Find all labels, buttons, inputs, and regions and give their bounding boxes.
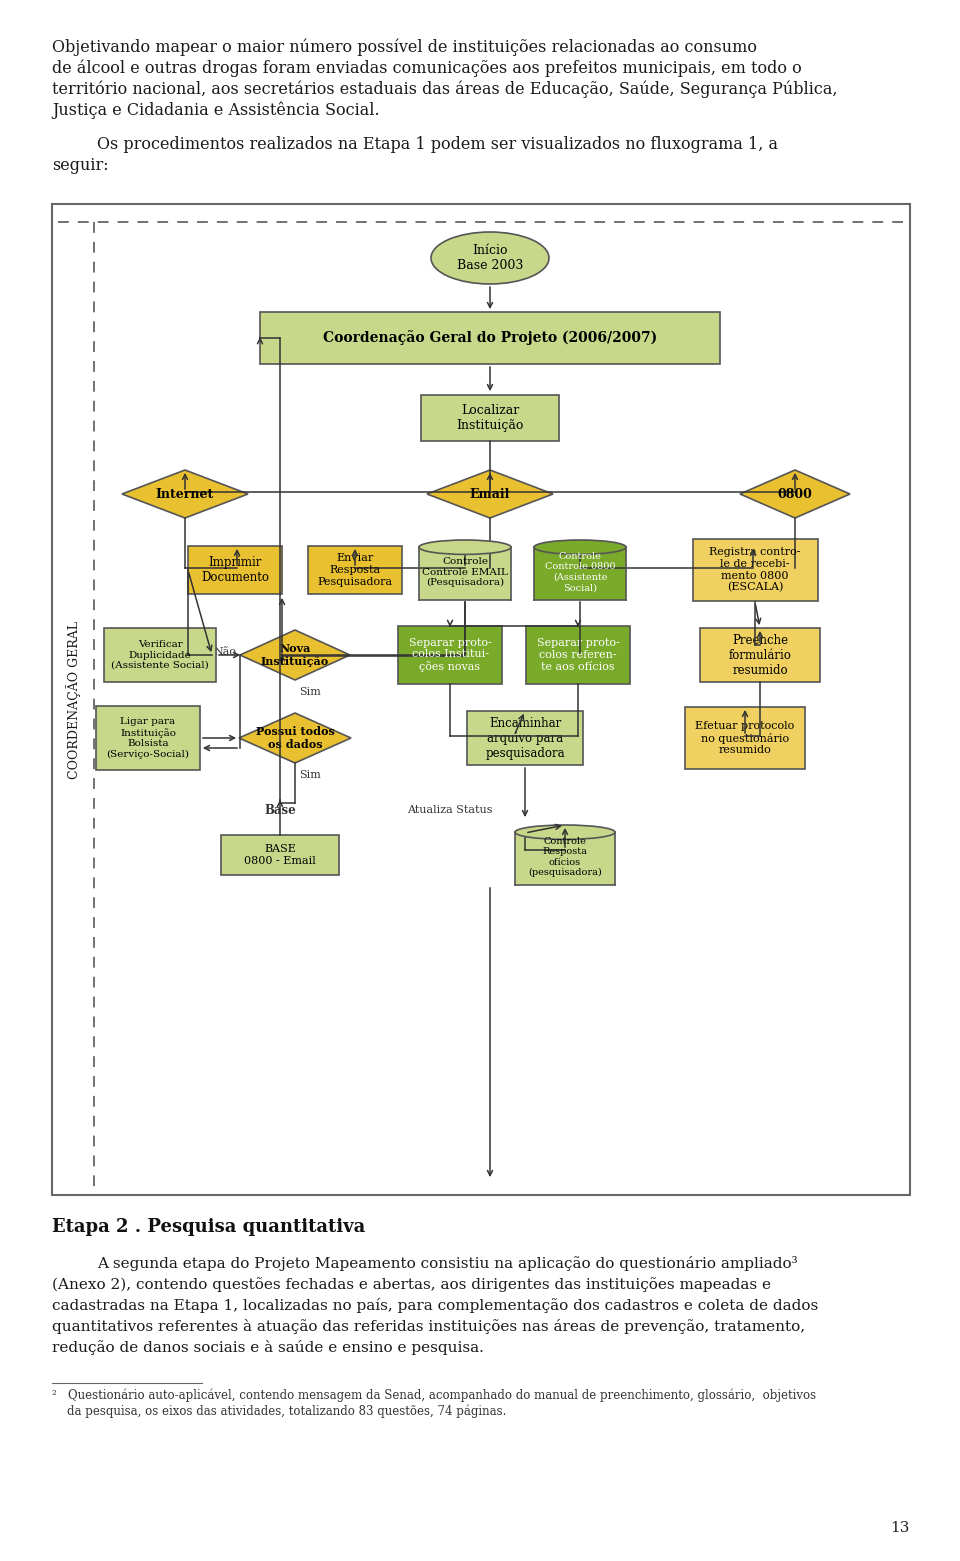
Ellipse shape bbox=[515, 826, 615, 840]
Text: cadastradas na Etapa 1, localizadas no país, para complementação dos cadastros e: cadastradas na Etapa 1, localizadas no p… bbox=[52, 1299, 818, 1313]
Text: quantitativos referentes à atuação das referidas instituições nas áreas de preve: quantitativos referentes à atuação das r… bbox=[52, 1319, 805, 1335]
Text: Base: Base bbox=[264, 804, 296, 816]
Text: redução de danos sociais e à saúde e ensino e pesquisa.: redução de danos sociais e à saúde e ens… bbox=[52, 1339, 484, 1355]
Text: 13: 13 bbox=[891, 1520, 910, 1534]
FancyBboxPatch shape bbox=[96, 706, 200, 770]
Text: Controle
Controle EMAIL
(Pesquisadora): Controle Controle EMAIL (Pesquisadora) bbox=[422, 557, 508, 587]
Text: Email: Email bbox=[469, 487, 510, 501]
Text: A segunda etapa do Projeto Mapeamento consistiu na aplicação do questionário amp: A segunda etapa do Projeto Mapeamento co… bbox=[97, 1257, 798, 1271]
Text: Controle
Controle 0800
(Assistente
Social): Controle Controle 0800 (Assistente Socia… bbox=[544, 553, 615, 592]
Text: Os procedimentos realizados na Etapa 1 podem ser visualizados no fluxograma 1, a: Os procedimentos realizados na Etapa 1 p… bbox=[97, 136, 778, 153]
Text: Efetuar protocolo
no questionário
resumido: Efetuar protocolo no questionário resumi… bbox=[695, 721, 795, 756]
Text: Não: Não bbox=[213, 646, 236, 657]
Text: Localizar
Instituição: Localizar Instituição bbox=[456, 404, 524, 432]
Text: Separar proto-
colos Institui-
ções novas: Separar proto- colos Institui- ções nova… bbox=[409, 638, 492, 673]
FancyBboxPatch shape bbox=[700, 628, 820, 682]
Text: Separar proto-
colos referen-
te aos ofícios: Separar proto- colos referen- te aos ofí… bbox=[537, 638, 619, 671]
Ellipse shape bbox=[431, 233, 549, 284]
Text: Imprimir
Documento: Imprimir Documento bbox=[201, 556, 269, 584]
Text: Preenche
formulário
resumido: Preenche formulário resumido bbox=[729, 634, 791, 676]
Text: Controle
Resposta
ofícios
(pesquisadora): Controle Resposta ofícios (pesquisadora) bbox=[528, 837, 602, 877]
Bar bbox=[534, 548, 626, 599]
FancyBboxPatch shape bbox=[104, 628, 216, 682]
Text: Verificar
Duplicidade
(Assistente Social): Verificar Duplicidade (Assistente Social… bbox=[111, 640, 209, 670]
FancyBboxPatch shape bbox=[526, 626, 630, 684]
Text: Atualiza Status: Atualiza Status bbox=[407, 805, 492, 815]
Text: de álcool e outras drogas foram enviadas comunicações aos prefeitos municipais, : de álcool e outras drogas foram enviadas… bbox=[52, 59, 802, 76]
Text: 0800: 0800 bbox=[778, 487, 812, 501]
Text: ²   Questionário auto-aplicável, contendo mensagem da Senad, acompanhado do manu: ² Questionário auto-aplicável, contendo … bbox=[52, 1389, 816, 1402]
Text: Encaminhar
arquivo para
pesquisadora: Encaminhar arquivo para pesquisadora bbox=[485, 716, 564, 760]
Text: Sim: Sim bbox=[299, 770, 321, 780]
Text: seguir:: seguir: bbox=[52, 158, 108, 173]
Text: COORDENAÇÃO GERAL: COORDENAÇÃO GERAL bbox=[66, 621, 82, 779]
Ellipse shape bbox=[534, 540, 626, 554]
Text: Internet: Internet bbox=[156, 487, 214, 501]
Polygon shape bbox=[427, 470, 553, 518]
Text: Justiça e Cidadania e Assistência Social.: Justiça e Cidadania e Assistência Social… bbox=[52, 101, 379, 119]
FancyBboxPatch shape bbox=[188, 546, 282, 595]
Text: Início
Base 2003: Início Base 2003 bbox=[457, 244, 523, 272]
Text: (Anexo 2), contendo questões fechadas e abertas, aos dirigentes das instituições: (Anexo 2), contendo questões fechadas e … bbox=[52, 1277, 771, 1293]
Bar bbox=[52, 204, 910, 1196]
Text: BASE
0800 - Email: BASE 0800 - Email bbox=[244, 845, 316, 866]
Bar bbox=[419, 548, 511, 599]
FancyBboxPatch shape bbox=[308, 546, 402, 595]
Text: Enviar
Resposta
Pesquisadora: Enviar Resposta Pesquisadora bbox=[318, 554, 393, 587]
Polygon shape bbox=[239, 713, 351, 763]
Text: Objetivando mapear o maior número possível de instituições relacionadas ao consu: Objetivando mapear o maior número possív… bbox=[52, 37, 757, 56]
FancyBboxPatch shape bbox=[467, 710, 583, 765]
FancyBboxPatch shape bbox=[685, 707, 805, 770]
Text: Coordenação Geral do Projeto (2006/2007): Coordenação Geral do Projeto (2006/2007) bbox=[323, 331, 658, 345]
Bar bbox=[515, 832, 615, 885]
Text: Ligar para
Instituição
Bolsista
(Serviço-Social): Ligar para Instituição Bolsista (Serviço… bbox=[107, 718, 189, 759]
Text: Nova
Instituição: Nova Instituição bbox=[261, 643, 329, 667]
FancyBboxPatch shape bbox=[692, 539, 818, 601]
FancyBboxPatch shape bbox=[421, 395, 559, 442]
Polygon shape bbox=[122, 470, 248, 518]
FancyBboxPatch shape bbox=[398, 626, 502, 684]
Text: território nacional, aos secretários estaduais das áreas de Educação, Saúde, Seg: território nacional, aos secretários est… bbox=[52, 80, 837, 97]
Ellipse shape bbox=[419, 540, 511, 554]
Polygon shape bbox=[740, 470, 850, 518]
Text: da pesquisa, os eixos das atividades, totalizando 83 questões, 74 páginas.: da pesquisa, os eixos das atividades, to… bbox=[52, 1405, 506, 1419]
FancyBboxPatch shape bbox=[260, 312, 720, 364]
Polygon shape bbox=[240, 631, 350, 681]
FancyBboxPatch shape bbox=[221, 835, 339, 876]
Text: Registra contro-
le de recebi-
mento 0800
(ESCALA): Registra contro- le de recebi- mento 080… bbox=[709, 548, 801, 593]
Text: Possui todos
os dados: Possui todos os dados bbox=[255, 726, 334, 749]
Text: Sim: Sim bbox=[299, 687, 321, 698]
Text: Etapa 2 . Pesquisa quantitativa: Etapa 2 . Pesquisa quantitativa bbox=[52, 1218, 365, 1236]
